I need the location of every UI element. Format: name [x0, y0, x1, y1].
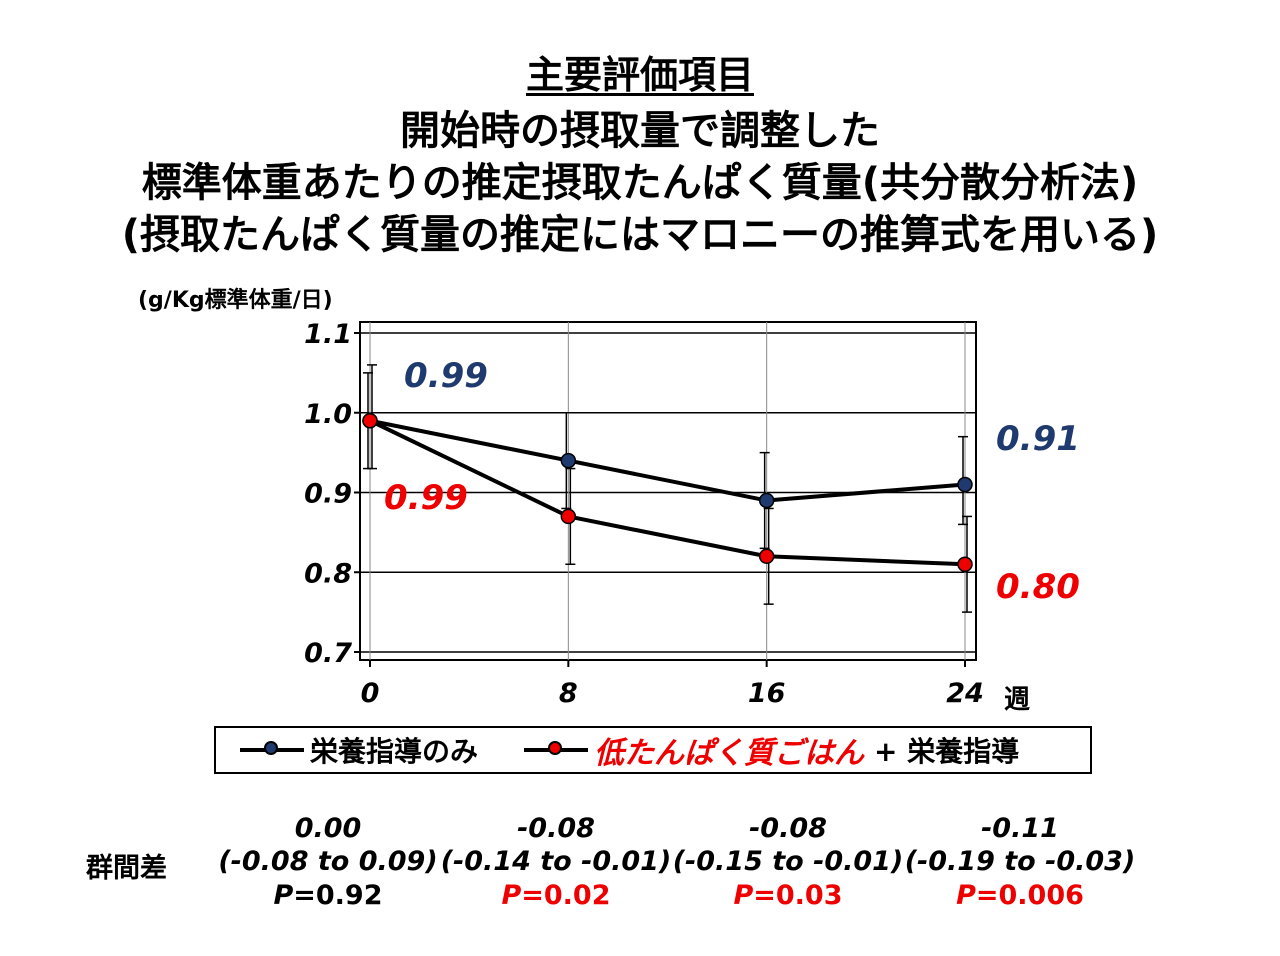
annotation-series2-start: 0.99 — [384, 478, 468, 518]
legend-label-series1: 栄養指導のみ — [310, 735, 479, 768]
y-tick-label: 0.7 — [304, 638, 352, 669]
y-axis-unit-label: (g/Kg標準体重/日) — [138, 288, 333, 313]
plot-frame — [359, 321, 977, 661]
data-point-series2 — [758, 548, 775, 565]
data-point-series2 — [362, 412, 378, 429]
group-difference-week0: 0.00 (-0.08 to 0.09) P=0.92 — [216, 812, 440, 914]
data-point-series1 — [957, 476, 973, 493]
legend-line-series1 — [240, 741, 304, 755]
group-difference-week8: -0.08 (-0.14 to -0.01) P=0.02 — [440, 812, 672, 914]
diff-p: P=0.92 — [216, 878, 440, 914]
x-tick-label: 0 — [361, 678, 380, 709]
series-line-1 — [369, 418, 966, 503]
diff-value: -0.11 — [981, 813, 1059, 844]
title-line-3: 標準体重あたりの推定摂取たんぱく質量(共分散分析法) — [141, 160, 1139, 206]
diff-p: P=0.006 — [904, 878, 1136, 914]
diff-p: P=0.02 — [440, 878, 672, 914]
diff-ci: (-0.19 to -0.03) — [904, 846, 1136, 877]
data-point-series1 — [560, 452, 577, 469]
diff-ci: (-0.08 to 0.09) — [218, 846, 438, 877]
legend-marker-series1 — [264, 741, 278, 755]
x-tick-label: 24 — [946, 678, 984, 709]
diff-value: 0.00 — [294, 813, 362, 844]
diff-value: -0.08 — [517, 813, 595, 844]
legend-line-series2 — [524, 741, 588, 755]
legend-marker-series2 — [548, 741, 562, 755]
annotation-series1-start: 0.99 — [404, 356, 488, 396]
y-tick-label: 1.0 — [304, 399, 352, 430]
x-tick-label: 16 — [748, 678, 786, 709]
group-difference-week16: -0.08 (-0.15 to -0.01) P=0.03 — [672, 812, 904, 914]
data-point-series2 — [957, 556, 973, 573]
title-line-2: 開始時の摂取量で調整した — [400, 108, 880, 154]
title-main: 主要評価項目 — [525, 53, 754, 97]
y-tick-label: 1.1 — [304, 319, 352, 350]
p-value: =0.03 — [753, 880, 843, 911]
chart-legend: 栄養指導のみ 低たんぱく質ごはん + 栄養指導 — [214, 726, 1092, 774]
y-tick-label: 0.9 — [304, 479, 352, 510]
group-difference-label: 群間差 — [86, 853, 167, 884]
diff-ci: (-0.14 to -0.01) — [440, 846, 672, 877]
data-point-series2 — [560, 508, 577, 525]
diff-value: -0.08 — [749, 813, 827, 844]
legend-item-series2: 低たんぱく質ごはん + 栄養指導 — [524, 728, 1019, 772]
p-value: =0.006 — [975, 880, 1084, 911]
x-axis-label: 週 — [1004, 685, 1030, 715]
diff-p: P=0.03 — [672, 878, 904, 914]
diff-ci: (-0.15 to -0.01) — [672, 846, 904, 877]
legend-label-series2-black: + 栄養指導 — [874, 735, 1020, 768]
p-value: =0.92 — [293, 880, 383, 911]
p-label: P — [956, 880, 976, 911]
legend-label-series2-red: 低たんぱく質ごはん — [594, 736, 864, 771]
y-tick-label: 0.8 — [304, 558, 352, 589]
annotation-series2-end: 0.80 — [996, 567, 1080, 607]
annotation-series1-end: 0.91 — [996, 419, 1080, 459]
p-value: =0.02 — [521, 880, 611, 911]
p-label: P — [733, 880, 754, 911]
x-tick-label: 8 — [559, 678, 578, 709]
series-line-2 — [369, 418, 966, 567]
data-point-series1 — [758, 492, 775, 509]
title-line-4: (摂取たんぱく質量の推定にはマロニーの推算式を用いる) — [121, 212, 1159, 258]
p-label: P — [273, 880, 294, 911]
group-difference-week24: -0.11 (-0.19 to -0.03) P=0.006 — [904, 812, 1136, 914]
p-label: P — [501, 880, 522, 911]
legend-item-series1: 栄養指導のみ — [240, 728, 478, 772]
